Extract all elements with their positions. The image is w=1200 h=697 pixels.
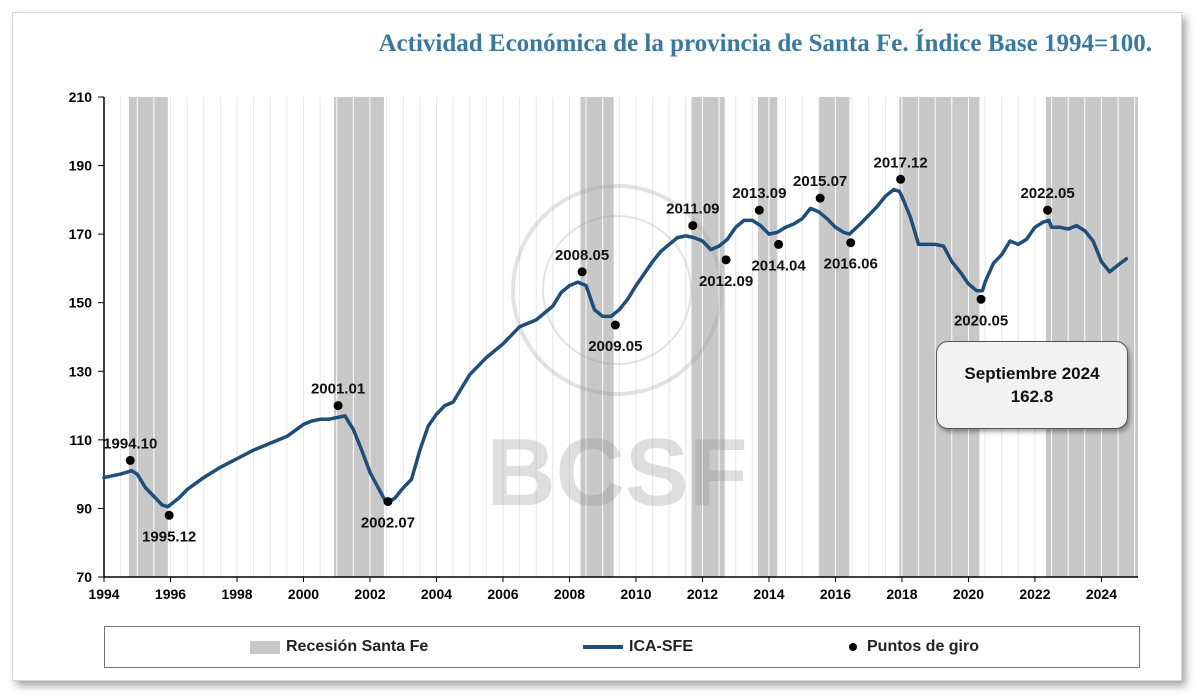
x-tick-label: 2016	[820, 586, 851, 602]
y-tick-label: 130	[69, 363, 93, 379]
turning-point-label: 1994.10	[103, 435, 157, 452]
turning-points: 1994.10 1995.12 2001.01 2002.07 2008.05 2009.…	[103, 154, 1075, 545]
recession-band-1	[334, 97, 384, 577]
turning-point-label: 1995.12	[142, 528, 196, 545]
turning-point-marker	[721, 255, 731, 265]
recession-band-5	[818, 97, 850, 577]
turning-point-label: 2016.06	[824, 256, 878, 273]
turning-point-marker	[754, 205, 764, 215]
y-tick-label: 110	[69, 432, 92, 448]
legend-label-points: Puntos de giro	[867, 638, 979, 655]
x-tick-label: 2022	[1019, 586, 1050, 602]
x-tick-label: 2000	[288, 586, 319, 602]
turning-point-marker	[383, 497, 393, 507]
x-tick-label: 2010	[620, 586, 651, 602]
legend-swatch-recession	[250, 640, 280, 654]
x-tick-label: 2020	[953, 586, 984, 602]
series-line-ica-sfe	[102, 187, 1129, 509]
x-tick-label: 1996	[155, 586, 186, 602]
x-tick-label: 2008	[554, 586, 585, 602]
x-tick-label: 2004	[421, 586, 452, 602]
turning-point-marker	[688, 221, 698, 231]
turning-point-label: 2013.09	[732, 185, 786, 202]
x-tick-label: 2018	[886, 586, 917, 602]
legend-label-series: ICA-SFE	[629, 638, 693, 655]
turning-point-marker	[815, 193, 825, 203]
turning-point-label: 2014.04	[751, 257, 806, 274]
turning-point-label: 2015.07	[793, 173, 847, 190]
y-tick-label: 70	[76, 569, 92, 585]
legend-item-series: ICA-SFE	[583, 627, 693, 667]
turning-point-label: 2001.01	[311, 381, 365, 398]
legend-label-recession: Recesión Santa Fe	[286, 638, 429, 655]
y-tick-label: 210	[69, 89, 93, 105]
legend-item-points: Puntos de giro	[849, 627, 979, 667]
x-tick-label: 2024	[1086, 586, 1117, 602]
legend: Recesión Santa Fe ICA-SFE Puntos de giro	[104, 626, 1140, 668]
turning-point-label: 2008.05	[555, 247, 609, 264]
turning-point-marker	[164, 510, 174, 520]
recession-band-4	[757, 97, 778, 577]
turning-point-marker	[774, 239, 784, 249]
turning-point-label: 2012.09	[699, 273, 753, 290]
turning-point-label: 2017.12	[873, 154, 927, 171]
callout-value: 162.8	[1010, 387, 1054, 406]
turning-point-marker	[896, 174, 906, 184]
turning-point-label: 2002.07	[361, 515, 415, 532]
x-tick-label: 2002	[354, 586, 385, 602]
recession-band-7	[1045, 97, 1138, 577]
tick-labels: 70 90 110 130 150 170 190 210 1994 1996 1998 2000 20…	[69, 89, 1118, 602]
turning-point-label: 2011.09	[666, 201, 719, 218]
y-tick-label: 150	[69, 295, 93, 311]
legend-swatch-line	[583, 645, 623, 649]
watermark: BCSF	[486, 184, 748, 526]
x-tick-label: 2012	[687, 586, 718, 602]
turning-point-marker	[610, 320, 620, 330]
turning-point-label: 2009.05	[588, 338, 642, 355]
latest-value-callout: Septiembre 2024 162.8	[936, 341, 1128, 429]
turning-point-marker	[333, 401, 343, 411]
turning-point-marker	[846, 238, 856, 248]
callout-date: Septiembre 2024	[964, 364, 1100, 383]
recession-band-6	[899, 97, 980, 577]
turning-point-marker	[976, 294, 986, 304]
turning-point-marker	[577, 267, 587, 277]
y-tick-label: 190	[69, 158, 93, 174]
turning-point-marker	[1043, 205, 1053, 215]
chart-title: Actividad Económica de la provincia de S…	[378, 30, 1152, 57]
axes	[98, 96, 1138, 582]
turning-point-marker	[125, 455, 135, 465]
x-tick-label: 2014	[753, 586, 784, 602]
turning-point-label: 2022.05	[1020, 185, 1074, 202]
y-tick-label: 90	[76, 500, 92, 516]
turning-point-label: 2020.05	[954, 312, 1008, 329]
x-tick-label: 1998	[221, 586, 252, 602]
x-tick-label: 1994	[88, 586, 119, 602]
y-tick-label: 170	[69, 226, 93, 242]
watermark-text: BCSF	[486, 419, 747, 526]
recession-band-0	[128, 97, 168, 577]
vertical-gridlines	[120, 97, 1136, 577]
legend-dot	[849, 643, 857, 651]
legend-item-recession: Recesión Santa Fe	[250, 627, 428, 667]
x-tick-label: 2006	[487, 586, 518, 602]
